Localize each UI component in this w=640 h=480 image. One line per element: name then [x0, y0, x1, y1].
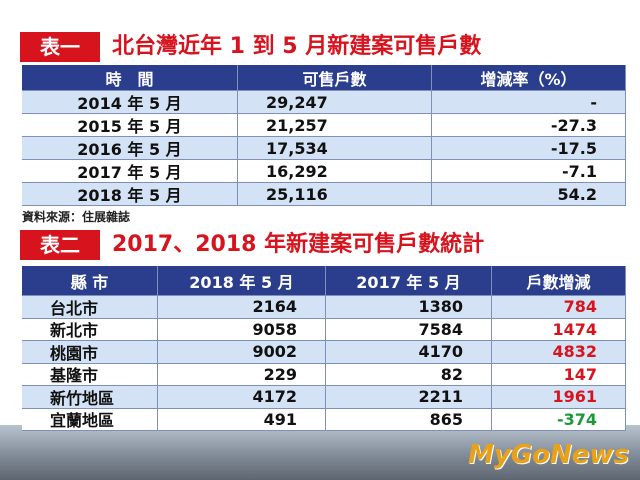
table-cell: 1380: [326, 296, 492, 319]
table-title: 2017、2018 年新建案可售戶數統計: [112, 232, 485, 257]
table-cell: 4832: [492, 341, 626, 364]
table-cell: 2018 年 5 月: [22, 183, 238, 206]
table-cell: 新竹地區: [22, 386, 158, 409]
table-cell: 9002: [158, 341, 326, 364]
table-cell: 29,247: [238, 91, 432, 114]
table-cell: 17,534: [238, 137, 432, 160]
table-cell: 16,292: [238, 160, 432, 183]
table-label: 表一: [20, 32, 100, 62]
table-cell: 台北市: [22, 296, 158, 319]
header-cell: 增減率（%）: [432, 65, 626, 91]
table-cell: -: [432, 91, 626, 114]
table-cell: 4172: [158, 386, 326, 409]
table-cell: 宜蘭地區: [22, 408, 158, 431]
table-label: 表二: [20, 230, 100, 260]
table-cell: 9058: [158, 318, 326, 341]
table-cell: 1474: [492, 318, 626, 341]
watermark: MyGoNews: [468, 440, 629, 470]
table-cell: 桃園市: [22, 341, 158, 364]
table-cell: 2016 年 5 月: [22, 137, 238, 160]
table-cell: 54.2: [432, 183, 626, 206]
table-cell: 4170: [326, 341, 492, 364]
table-cell: 基隆市: [22, 363, 158, 386]
table-cell: 2211: [326, 386, 492, 409]
header-cell: 縣 市: [22, 266, 158, 296]
table-cell: -17.5: [432, 137, 626, 160]
header-cell: 戶數增減: [492, 266, 626, 296]
table-cell: 7584: [326, 318, 492, 341]
table-title: 北台灣近年 1 到 5 月新建案可售戶數: [112, 34, 482, 59]
header-cell: 2017 年 5 月: [326, 266, 492, 296]
table-cell: 82: [326, 363, 492, 386]
table-cell: -27.3: [432, 114, 626, 137]
header-cell: 2018 年 5 月: [158, 266, 326, 296]
table-cell: 新北市: [22, 318, 158, 341]
table-cell: -374: [492, 408, 626, 431]
table-cell: 229: [158, 363, 326, 386]
table-cell: 1961: [492, 386, 626, 409]
table-cell: -7.1: [432, 160, 626, 183]
city-image: [0, 425, 640, 480]
header-cell: 可售戶數: [238, 65, 432, 91]
table-cell: 491: [158, 408, 326, 431]
table-cell: 147: [492, 363, 626, 386]
table-cell: 784: [492, 296, 626, 319]
table-cell: 21,257: [238, 114, 432, 137]
table-cell: 25,116: [238, 183, 432, 206]
table-cell: 2017 年 5 月: [22, 160, 238, 183]
table-cell: 2164: [158, 296, 326, 319]
source: 資料來源：住展雜誌: [22, 210, 131, 224]
table-cell: 2014 年 5 月: [22, 91, 238, 114]
table-cell: 2015 年 5 月: [22, 114, 238, 137]
header-cell: 時 間: [22, 65, 238, 91]
table-cell: 865: [326, 408, 492, 431]
